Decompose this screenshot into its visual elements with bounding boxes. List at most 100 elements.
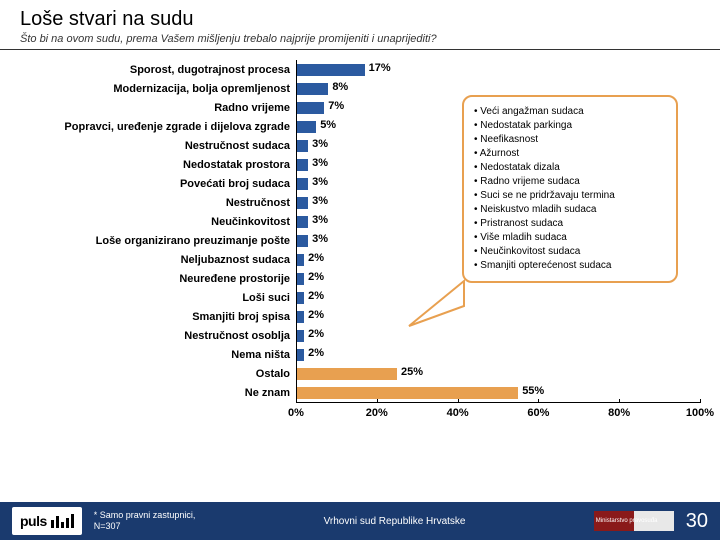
bar-label: Nestručnost: [0, 197, 296, 209]
callout-item: • Smanjiti opterećenost sudaca: [474, 259, 666, 273]
bar-value-label: 2%: [308, 290, 324, 302]
bar-value-label: 25%: [401, 366, 423, 378]
bar-fill: [296, 330, 304, 342]
callout-item: • Suci se ne pridržavaju termina: [474, 189, 666, 203]
bar-fill: [296, 273, 304, 285]
bar-track: 55%: [296, 386, 720, 400]
callout-item: • Neučinkovitost sudaca: [474, 245, 666, 259]
ministry-logo-icon: Ministarstvo pravosuđa: [594, 511, 674, 531]
bar-fill: [296, 159, 308, 171]
callout-item: • Neiskustvo mladih sudaca: [474, 203, 666, 217]
bar-fill: [296, 311, 304, 323]
page-number: 30: [686, 510, 708, 533]
bar-fill: [296, 64, 365, 76]
x-axis: 0%20%40%60%80%100%: [296, 402, 700, 422]
x-tick-label: 20%: [366, 407, 388, 419]
bar-track: 2%: [296, 348, 720, 362]
bar-label: Nestručnost osoblja: [0, 330, 296, 342]
footer-bar: puls * Samo pravni zastupnici, N=307 Vrh…: [0, 502, 720, 540]
bar-label: Nedostatak prostora: [0, 159, 296, 171]
bar-label: Nema ništa: [0, 349, 296, 361]
bar-track: 17%: [296, 63, 720, 77]
bar-value-label: 2%: [308, 271, 324, 283]
bar-value-label: 5%: [320, 119, 336, 131]
bar-fill: [296, 83, 328, 95]
callout-item: • Više mladih sudaca: [474, 231, 666, 245]
callout-item: • Neefikasnost: [474, 133, 666, 147]
bar-label: Loše organizirano preuzimanje pošte: [0, 235, 296, 247]
bar-value-label: 17%: [369, 62, 391, 74]
x-tick-mark: [538, 399, 539, 403]
bar-label: Smanjiti broj spisa: [0, 311, 296, 323]
x-tick-mark: [619, 399, 620, 403]
bar-value-label: 55%: [522, 385, 544, 397]
bar-value-label: 3%: [312, 138, 328, 150]
bar-value-label: 2%: [308, 347, 324, 359]
callout-item: • Pristranost sudaca: [474, 217, 666, 231]
bar-label: Ostalo: [0, 368, 296, 380]
callout-tail: [404, 251, 484, 331]
bar-value-label: 2%: [308, 328, 324, 340]
bar-value-label: 3%: [312, 195, 328, 207]
bar-row: Loši suci 2%: [0, 288, 720, 307]
header: Loše stvari na sudu Što bi na ovom sudu,…: [0, 0, 720, 50]
callout-item: • Nedostatak dizala: [474, 161, 666, 175]
footnote-line1: * Samo pravni zastupnici,: [94, 510, 196, 521]
bar-value-label: 8%: [332, 81, 348, 93]
bar-track: 2%: [296, 291, 720, 305]
bar-label: Neljubaznost sudaca: [0, 254, 296, 266]
bar-fill: [296, 216, 308, 228]
page-title: Loše stvari na sudu: [20, 8, 700, 31]
x-tick-label: 100%: [686, 407, 714, 419]
bar-label: Nestručnost sudaca: [0, 140, 296, 152]
bar-track: 8%: [296, 82, 720, 96]
puls-logo-text: puls: [20, 513, 47, 529]
x-tick-label: 0%: [288, 407, 304, 419]
bar-label: Ne znam: [0, 387, 296, 399]
bar-label: Popravci, uređenje zgrade i dijelova zgr…: [0, 121, 296, 133]
bar-value-label: 3%: [312, 233, 328, 245]
footnote-line2: N=307: [94, 521, 196, 532]
bar-track: 25%: [296, 367, 720, 381]
callout-item: • Ažurnost: [474, 147, 666, 161]
bar-row: Ostalo 25%: [0, 364, 720, 383]
bar-label: Neučinkovitost: [0, 216, 296, 228]
y-axis-line: [296, 60, 297, 402]
bar-label: Sporost, dugotrajnost procesa: [0, 64, 296, 76]
callout-item: • Veći angažman sudaca: [474, 105, 666, 119]
bar-value-label: 3%: [312, 157, 328, 169]
bar-label: Neuređene prostorije: [0, 273, 296, 285]
bar-track: 2%: [296, 310, 720, 324]
callout-item: • Radno vrijeme sudaca: [474, 175, 666, 189]
bar-fill: [296, 140, 308, 152]
bar-row: Nema ništa 2%: [0, 345, 720, 364]
ministry-block: Ministarstvo pravosuđa: [594, 511, 674, 531]
bar-fill: [296, 292, 304, 304]
puls-logo: puls: [12, 507, 82, 535]
page-subtitle: Što bi na ovom sudu, prema Vašem mišljen…: [20, 33, 700, 45]
puls-logo-bars-icon: [51, 514, 74, 528]
footnote: * Samo pravni zastupnici, N=307: [94, 510, 196, 532]
bar-label: Povećati broj sudaca: [0, 178, 296, 190]
bar-value-label: 2%: [308, 309, 324, 321]
bar-fill: [296, 235, 308, 247]
bar-value-label: 2%: [308, 252, 324, 264]
bar-fill: [296, 121, 316, 133]
bar-value-label: 7%: [328, 100, 344, 112]
x-tick-label: 60%: [527, 407, 549, 419]
x-tick-mark: [377, 399, 378, 403]
bar-fill: [296, 254, 304, 266]
bar-row: Ne znam 55%: [0, 383, 720, 402]
bar-track: 2%: [296, 329, 720, 343]
bar-label: Loši suci: [0, 292, 296, 304]
bar-row: Smanjiti broj spisa 2%: [0, 307, 720, 326]
bar-value-label: 3%: [312, 214, 328, 226]
bar-label: Radno vrijeme: [0, 102, 296, 114]
x-tick-mark: [700, 399, 701, 403]
bar-row: Sporost, dugotrajnost procesa 17%: [0, 60, 720, 79]
x-tick-label: 40%: [447, 407, 469, 419]
bar-fill: [296, 178, 308, 190]
x-tick-mark: [296, 399, 297, 403]
bar-label: Modernizacija, bolja opremljenost: [0, 83, 296, 95]
x-tick-mark: [458, 399, 459, 403]
